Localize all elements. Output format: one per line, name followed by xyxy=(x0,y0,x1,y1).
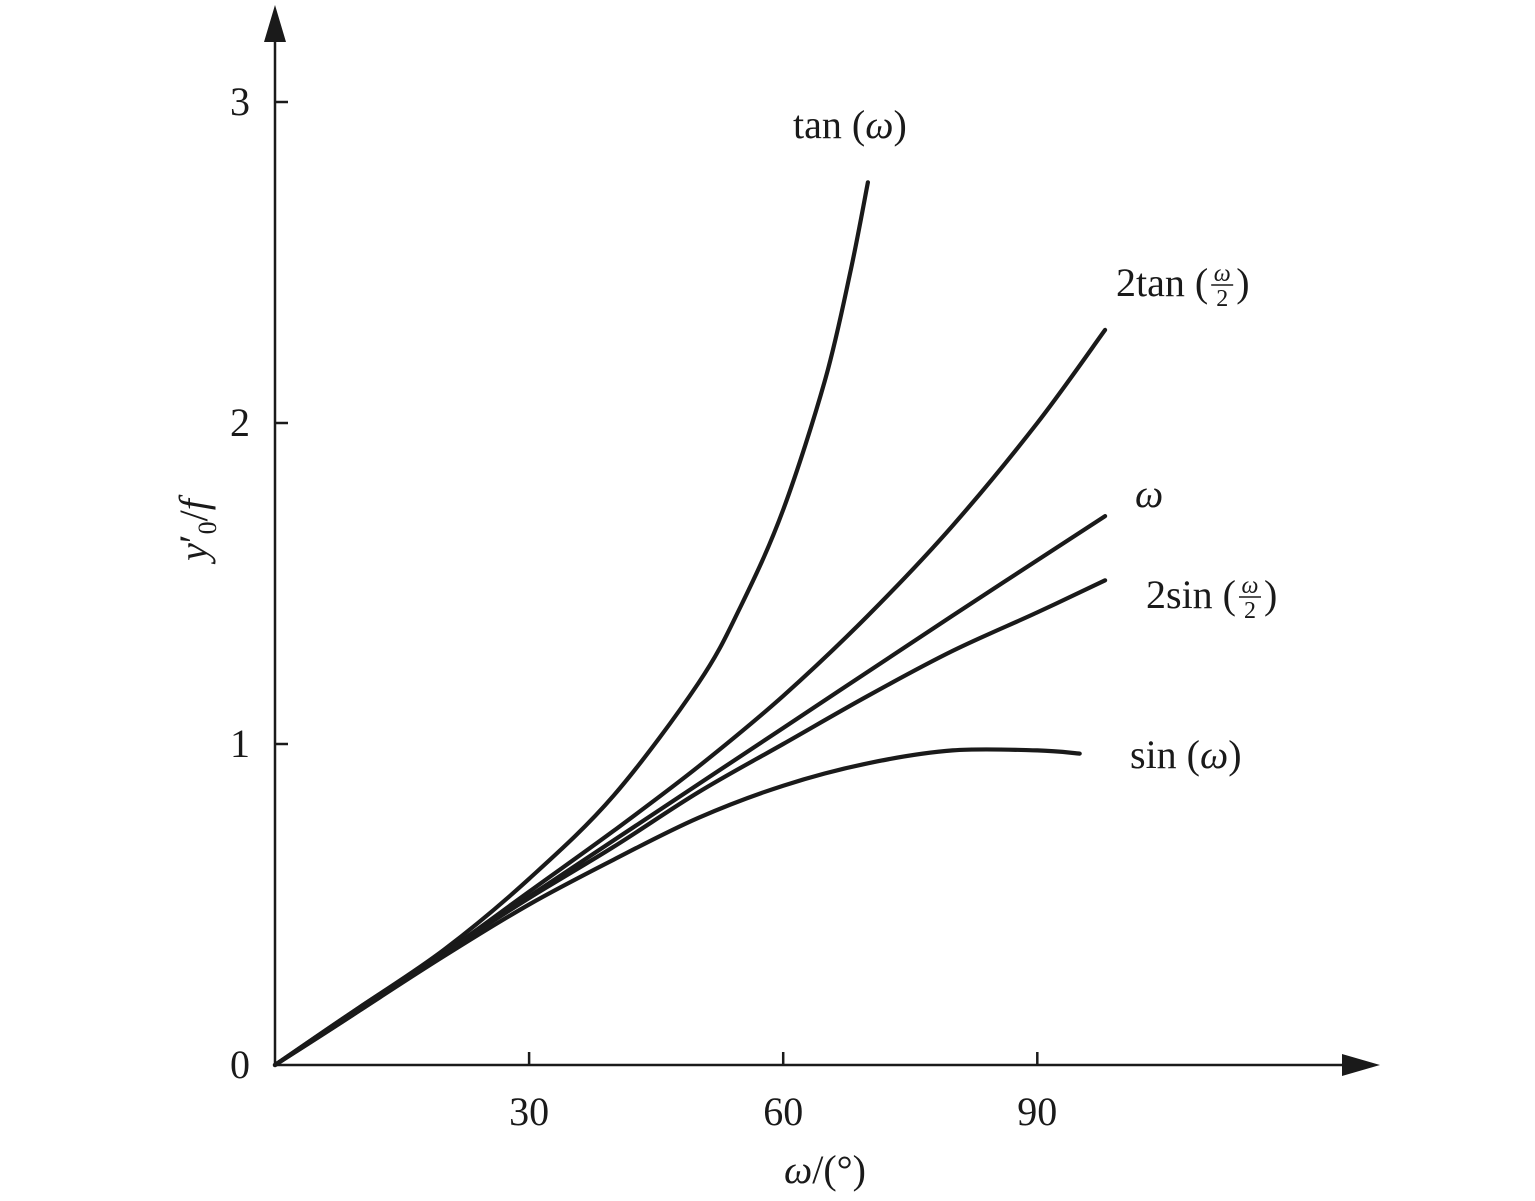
y-axis-title-sub: 0 xyxy=(193,521,222,534)
y-tick-label: 1 xyxy=(230,721,250,766)
curves xyxy=(272,180,1108,1068)
series-label-3: ω xyxy=(1135,471,1163,516)
series-line-1 xyxy=(272,180,870,1068)
series-label-close: ) xyxy=(1236,260,1249,305)
y-tick-label: 0 xyxy=(230,1042,250,1087)
svg-text:y′0/f: y′0/f xyxy=(171,494,222,565)
x-tick-label: 60 xyxy=(763,1089,803,1134)
series-label-fraction-num: ω xyxy=(1242,573,1259,599)
y-axis-title-base: y xyxy=(171,543,216,565)
ticks: 30 60 90 0 1 2 3 xyxy=(230,79,1057,1134)
series-label-close: ) xyxy=(1264,572,1277,617)
series-label-5: sin (ω) xyxy=(1130,732,1242,777)
x-axis-title-rest: /(°) xyxy=(812,1147,866,1192)
series-line-5 xyxy=(272,747,1082,1068)
y-tick-label: 3 xyxy=(230,79,250,124)
x-axis-title-symbol: ω xyxy=(784,1147,812,1192)
y-tick-label: 2 xyxy=(230,400,250,445)
series-label-1: tan (ω) xyxy=(793,102,907,147)
series-label-4: 2sin ( xyxy=(1146,572,1236,617)
y-axis-title-f: f xyxy=(171,494,216,510)
series-label-2: 2tan ( xyxy=(1116,260,1208,305)
y-axis-title-prime: ′ xyxy=(171,534,216,543)
series-label-fraction-den: 2 xyxy=(1244,598,1256,624)
x-tick-label: 90 xyxy=(1017,1089,1057,1134)
y-axis-title-slash: / xyxy=(171,509,216,521)
series-label-fraction-num: ω xyxy=(1214,261,1231,287)
x-axis-title: ω/(°) xyxy=(784,1147,866,1192)
y-axis-arrow xyxy=(264,5,286,42)
y-axis-title: y′0/f xyxy=(171,494,222,565)
x-axis-arrow xyxy=(1342,1054,1380,1076)
x-tick-label: 30 xyxy=(509,1089,549,1134)
series-label-fraction-den: 2 xyxy=(1216,286,1228,312)
